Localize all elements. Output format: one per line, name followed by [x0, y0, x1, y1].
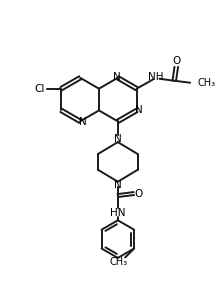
Text: N: N [114, 134, 122, 144]
Text: O: O [134, 188, 143, 199]
Text: CH₃: CH₃ [197, 78, 215, 88]
Text: N: N [113, 72, 121, 82]
Text: NH: NH [148, 72, 163, 82]
Text: N: N [135, 106, 143, 115]
Text: N: N [79, 117, 87, 127]
Text: CH₃: CH₃ [109, 257, 127, 267]
Text: N: N [114, 180, 122, 190]
Text: HN: HN [110, 208, 125, 218]
Text: Cl: Cl [34, 84, 45, 94]
Text: O: O [172, 56, 180, 66]
